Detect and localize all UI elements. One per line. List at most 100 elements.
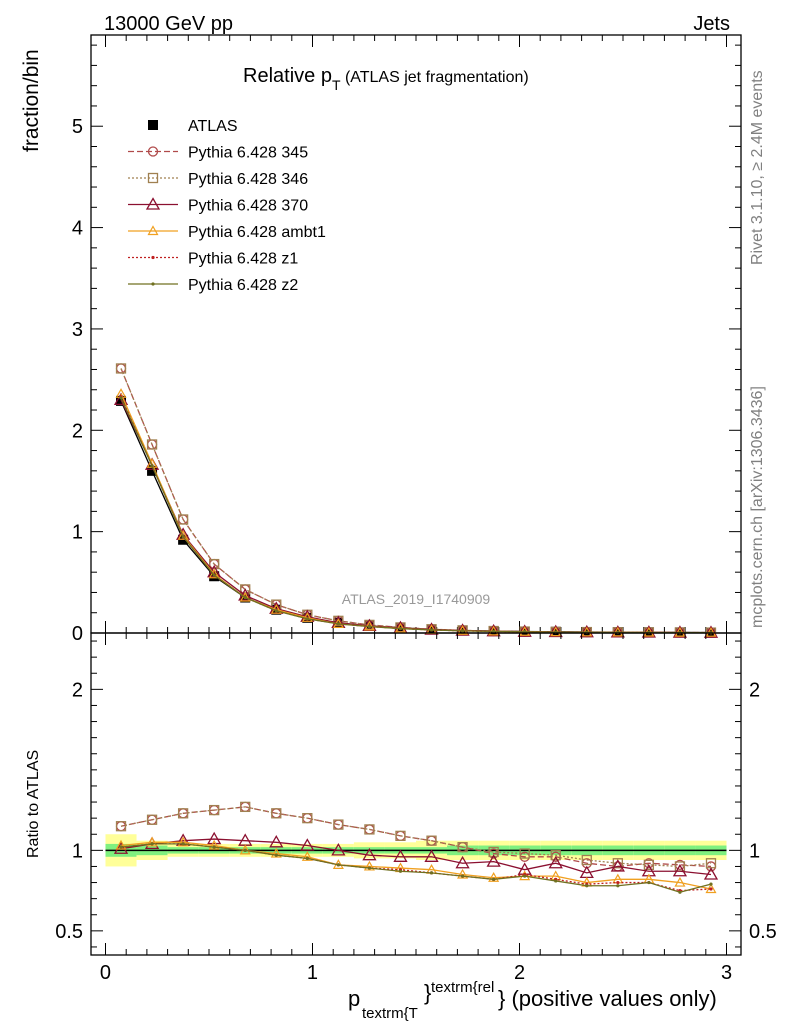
panel-frame (90, 632, 742, 956)
y-tick-label: 4 (72, 218, 83, 240)
data-point-ambt1 (270, 847, 282, 858)
data-point-z2 (181, 535, 185, 539)
title-main: Relative p (243, 65, 332, 87)
data-point-z1 (616, 880, 620, 885)
data-point-z2 (554, 879, 558, 883)
x-tick-label: 0 (100, 962, 111, 984)
x-axis-label-sup: textrm{rel (431, 979, 494, 996)
data-point-346 (550, 850, 561, 861)
data-point-346 (115, 363, 127, 374)
data-point-ambt1 (177, 836, 189, 847)
x-tick-label: 3 (721, 962, 732, 984)
ratio-plot-panel: 0.5 0.5 1 1 2 2 0 1 2 3 (55, 632, 777, 984)
data-point-z2 (460, 629, 465, 633)
data-point-ambt1 (301, 851, 313, 861)
data-point-ambt1 (488, 871, 500, 882)
series-line-z1 (120, 843, 712, 892)
data-point-z2 (523, 874, 527, 878)
legend-marker-z2 (151, 282, 155, 286)
data-point-ambt1 (363, 860, 375, 871)
legend-label: Pythia 6.428 346 (188, 171, 308, 188)
data-point-ambt1 (115, 839, 127, 850)
data-point-z2 (429, 871, 434, 875)
data-point-ambt1 (177, 529, 189, 540)
data-point-z2 (119, 396, 123, 400)
data-point-346 (457, 841, 468, 853)
data-point-z2 (336, 622, 340, 626)
data-point-346 (612, 858, 623, 869)
data-point-z2 (460, 874, 465, 878)
data-point-346 (209, 804, 220, 816)
series-line-346 (120, 368, 711, 634)
data-point-z2 (398, 869, 403, 873)
y-tick-label: 0.5 (55, 921, 83, 943)
x-axis-label-brace: } (424, 980, 431, 1005)
legend-label: Pythia 6.428 370 (188, 198, 308, 215)
data-point-z2 (305, 617, 309, 621)
data-point-370 (703, 625, 719, 638)
data-point-370 (300, 838, 315, 851)
data-point-346 (333, 819, 344, 830)
data-point-z2 (647, 880, 651, 885)
chart-title: Relative pT (ATLAS jet fragmentation) (243, 65, 529, 93)
data-point-z2 (336, 863, 340, 867)
x-axis-label-tail: } (positive values only) (498, 986, 717, 1011)
main-plot-panel: 0 1 2 3 4 5 (72, 34, 742, 645)
data-point-370 (703, 867, 719, 880)
header-left: 13000 GeV pp (104, 13, 233, 35)
data-point-370 (269, 834, 284, 848)
data-point-370 (331, 843, 346, 856)
legend: ATLAS Pythia 6.428 345 Pythia 6.428 346 Pyt… (128, 118, 326, 294)
y-axis-label-top: fraction/bin (20, 49, 43, 152)
data-point-370 (672, 863, 688, 877)
side-text-top: Rivet 3.1.10, ≥ 2.4M events (749, 70, 766, 265)
data-point-370 (517, 624, 532, 637)
data-point-346 (240, 801, 251, 813)
data-point-370 (113, 841, 129, 854)
data-point-370 (455, 623, 470, 636)
data-point-z2 (429, 628, 434, 632)
x-axis-label-sub: textrm{T (362, 1005, 418, 1022)
legend-marker-345 (147, 146, 159, 157)
x-tick-label: 1 (307, 962, 318, 984)
data-point-z2 (212, 845, 216, 849)
data-point-346 (177, 514, 189, 525)
data-point-370 (424, 849, 439, 862)
data-point-z2 (492, 629, 496, 633)
y-tick-label: 5 (72, 116, 83, 138)
y-tick-label: 1 (72, 840, 83, 862)
data-point-346 (177, 808, 189, 819)
data-point-370 (610, 859, 625, 872)
y-tick-label-right: 0.5 (749, 921, 777, 943)
legend-marker-ATLAS (148, 120, 158, 130)
data-point-370 (610, 625, 625, 638)
data-point-ambt1 (519, 870, 531, 881)
x-axis-label-main: p (348, 986, 360, 1011)
data-point-z2 (274, 853, 278, 857)
title-sub: T (332, 77, 341, 93)
data-point-370 (548, 624, 563, 638)
y-tick-label: 2 (72, 420, 83, 442)
data-point-370 (424, 622, 439, 635)
data-point-z2 (119, 845, 123, 849)
data-point-370 (393, 849, 408, 862)
data-point-z2 (616, 884, 620, 888)
header-right: Jets (693, 13, 730, 35)
data-point-z2 (212, 573, 216, 577)
data-point-370 (362, 847, 377, 861)
x-tick-label: 2 (514, 962, 525, 984)
data-point-370 (579, 624, 594, 638)
x-axis-label: ptextrm{T}textrm{rel} (positive values o… (348, 979, 717, 1022)
y-tick-label-right: 2 (749, 679, 760, 701)
data-point-z2 (243, 595, 247, 600)
y-tick-label: 0 (72, 623, 83, 645)
data-point-370 (455, 855, 470, 869)
data-point-ambt1 (208, 839, 220, 850)
legend-marker-z1 (151, 255, 155, 260)
data-point-370 (548, 855, 563, 869)
data-point-z2 (150, 464, 154, 468)
data-point-z2 (709, 882, 713, 886)
data-point-z2 (274, 609, 278, 613)
data-point-z2 (305, 856, 309, 861)
legend-marker-ambt1 (147, 225, 159, 236)
